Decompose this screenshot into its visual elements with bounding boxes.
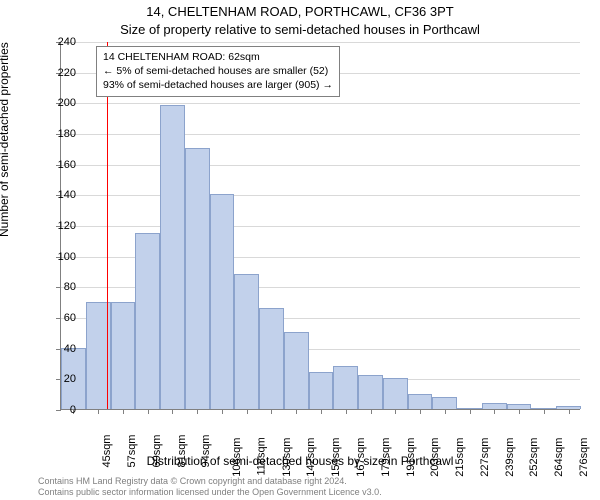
xtick-mark xyxy=(420,409,421,414)
bar xyxy=(358,375,383,409)
bar xyxy=(259,308,284,409)
bar xyxy=(408,394,433,409)
ytick-label: 80 xyxy=(46,281,76,293)
title-main: 14, CHELTENHAM ROAD, PORTHCAWL, CF36 3PT xyxy=(0,4,600,19)
annotation-line-2: ← 5% of semi-detached houses are smaller… xyxy=(103,64,333,78)
xtick-label: 239sqm xyxy=(504,438,516,477)
xtick-mark xyxy=(148,409,149,414)
bar xyxy=(135,233,160,409)
bar xyxy=(284,332,309,409)
bar xyxy=(185,148,210,409)
ytick-label: 140 xyxy=(46,189,76,201)
bar xyxy=(309,372,334,409)
gridline xyxy=(61,226,580,227)
bar xyxy=(333,366,358,409)
xtick-mark xyxy=(445,409,446,414)
xtick-label: 179sqm xyxy=(380,438,392,477)
xtick-label: 227sqm xyxy=(479,438,491,477)
ytick-label: 0 xyxy=(46,404,76,416)
xtick-mark xyxy=(123,409,124,414)
ytick-label: 200 xyxy=(46,97,76,109)
ytick-label: 60 xyxy=(46,312,76,324)
ytick-label: 20 xyxy=(46,373,76,385)
ytick-label: 160 xyxy=(46,159,76,171)
ytick-label: 240 xyxy=(46,36,76,48)
xtick-label: 167sqm xyxy=(355,438,367,477)
bar xyxy=(234,274,259,409)
xtick-label: 191sqm xyxy=(405,438,417,477)
gridline xyxy=(61,103,580,104)
ytick-label: 40 xyxy=(46,343,76,355)
xtick-mark xyxy=(519,409,520,414)
xtick-label: 81sqm xyxy=(176,435,188,468)
xtick-mark xyxy=(395,409,396,414)
xtick-mark xyxy=(197,409,198,414)
plot-area: 14 CHELTENHAM ROAD: 62sqm ← 5% of semi-d… xyxy=(60,42,580,410)
bar xyxy=(432,397,457,409)
gridline xyxy=(61,165,580,166)
bar xyxy=(160,105,185,409)
xtick-label: 69sqm xyxy=(151,435,163,468)
xtick-mark xyxy=(470,409,471,414)
xtick-label: 203sqm xyxy=(429,438,441,477)
ytick-label: 180 xyxy=(46,128,76,140)
xtick-mark xyxy=(296,409,297,414)
bar xyxy=(383,378,408,409)
xtick-mark xyxy=(544,409,545,414)
xtick-mark xyxy=(247,409,248,414)
xtick-label: 106sqm xyxy=(231,438,243,477)
title-sub: Size of property relative to semi-detach… xyxy=(0,22,600,37)
xtick-label: 45sqm xyxy=(101,435,113,468)
xtick-mark xyxy=(172,409,173,414)
xtick-mark xyxy=(321,409,322,414)
xtick-label: 154sqm xyxy=(330,438,342,477)
annotation-line-1: 14 CHELTENHAM ROAD: 62sqm xyxy=(103,50,333,64)
xtick-mark xyxy=(222,409,223,414)
chart-container: 14, CHELTENHAM ROAD, PORTHCAWL, CF36 3PT… xyxy=(0,0,600,500)
xtick-mark xyxy=(569,409,570,414)
y-axis-label: Number of semi-detached properties xyxy=(0,42,11,237)
gridline xyxy=(61,42,580,43)
annotation-box: 14 CHELTENHAM ROAD: 62sqm ← 5% of semi-d… xyxy=(96,46,340,97)
gridline xyxy=(61,195,580,196)
xtick-label: 215sqm xyxy=(454,438,466,477)
xtick-label: 118sqm xyxy=(255,437,267,475)
gridline xyxy=(61,134,580,135)
xtick-label: 142sqm xyxy=(306,438,318,477)
xtick-label: 57sqm xyxy=(126,435,138,468)
ytick-label: 120 xyxy=(46,220,76,232)
xtick-mark xyxy=(271,409,272,414)
xtick-mark xyxy=(371,409,372,414)
ytick-label: 220 xyxy=(46,67,76,79)
attribution-line-1: Contains HM Land Registry data © Crown c… xyxy=(38,476,382,487)
xtick-label: 252sqm xyxy=(528,438,540,477)
xtick-mark xyxy=(98,409,99,414)
xtick-label: 276sqm xyxy=(578,438,590,477)
xtick-mark xyxy=(346,409,347,414)
marker-line xyxy=(107,42,108,409)
xtick-label: 130sqm xyxy=(281,438,293,477)
xtick-mark xyxy=(494,409,495,414)
bar xyxy=(111,302,136,409)
ytick-label: 100 xyxy=(46,251,76,263)
bar xyxy=(210,194,235,409)
xtick-label: 264sqm xyxy=(553,438,565,477)
attribution-line-2: Contains public sector information licen… xyxy=(38,487,382,498)
annotation-line-3: 93% of semi-detached houses are larger (… xyxy=(103,78,333,92)
attribution: Contains HM Land Registry data © Crown c… xyxy=(38,476,382,499)
xtick-label: 94sqm xyxy=(200,435,212,468)
